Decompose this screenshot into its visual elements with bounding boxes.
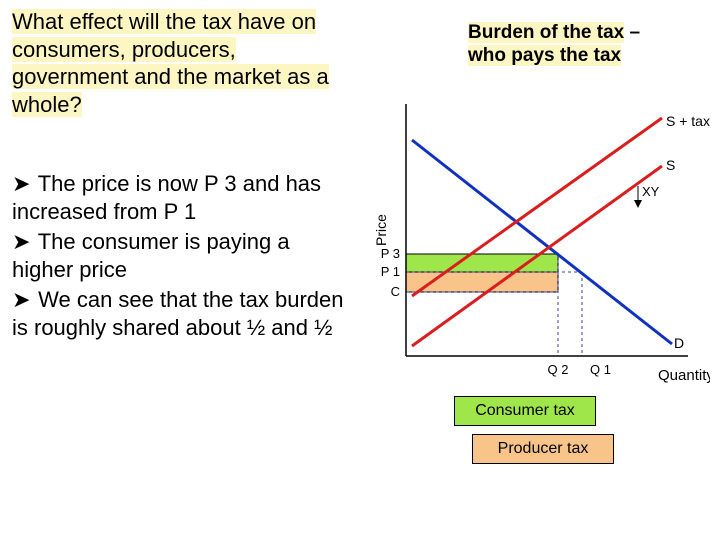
bullet-3-text: We can see that the tax burden is roughl… xyxy=(12,287,343,340)
q1-label: Q 1 xyxy=(590,362,611,377)
chart-container: Price Quantity S + tax S D XY P 3 P 1 C Q 2 Q 1 Co… xyxy=(372,96,710,456)
slide: What effect will the tax have on consume… xyxy=(0,0,720,540)
bullet-1: ➤ The price is now P 3 and has increased… xyxy=(12,170,352,225)
s-label: S xyxy=(666,157,675,173)
slide-question-heading: What effect will the tax have on consume… xyxy=(12,8,352,118)
burden-title-dash: – xyxy=(624,22,640,43)
bullet-3: ➤ We can see that the tax burden is roug… xyxy=(12,286,352,341)
legend-producer-tax: Producer tax xyxy=(472,434,614,464)
c-label: C xyxy=(391,284,400,299)
legend-consumer-tax: Consumer tax xyxy=(454,396,596,426)
bullet-2: ➤ The consumer is paying a higher price xyxy=(12,228,352,283)
bullet-glyph-icon: ➤ xyxy=(12,286,32,314)
demand-curve xyxy=(412,140,672,344)
s-plus-tax-label: S + tax xyxy=(666,113,710,129)
bullet-glyph-icon: ➤ xyxy=(12,170,32,198)
d-label: D xyxy=(674,335,684,351)
burden-title-line1: Burden of the tax xyxy=(468,22,624,43)
bullet-2-text: The consumer is paying a higher price xyxy=(12,229,290,282)
heading-text: What effect will the tax have on consume… xyxy=(12,9,329,117)
burden-title: Burden of the tax – who pays the tax xyxy=(468,22,688,68)
bullet-1-text: The price is now P 3 and has increased f… xyxy=(12,171,321,224)
x-axis-label: Quantity xyxy=(658,367,710,384)
bullet-glyph-icon: ➤ xyxy=(12,228,32,256)
y-axis-label: Price xyxy=(373,214,389,246)
p3-label: P 3 xyxy=(381,246,400,261)
q2-label: Q 2 xyxy=(548,362,569,377)
producer-tax-area xyxy=(406,272,558,292)
xy-label: XY xyxy=(642,184,660,199)
p1-label: P 1 xyxy=(381,264,400,279)
burden-title-line2: who pays the tax xyxy=(468,45,621,66)
